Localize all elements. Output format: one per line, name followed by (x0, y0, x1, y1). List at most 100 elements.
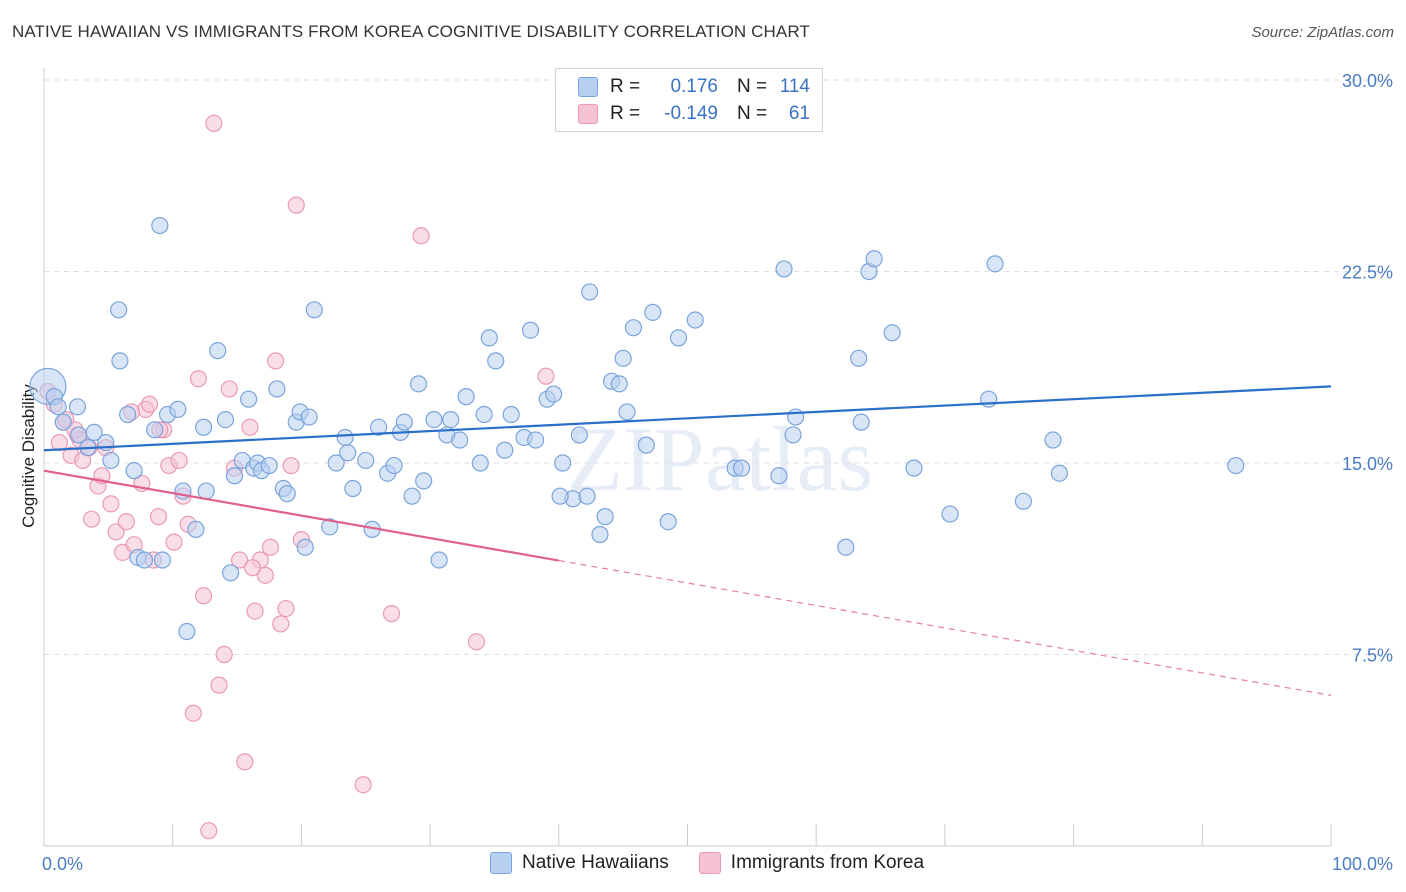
data-point-native-hawaiian (570, 426, 588, 444)
data-point-native-hawaiian (614, 349, 632, 367)
data-point-native-hawaiian (1227, 456, 1245, 475)
data-point-native-hawaiian (596, 508, 614, 526)
data-point-native-hawaiian (837, 538, 855, 556)
data-point-native-hawaiian (260, 456, 278, 475)
legend-row-immigrants-from-korea: R = -0.149 N = 61 (578, 101, 810, 127)
data-point-native-hawaiian (240, 390, 258, 408)
data-point-native-hawaiian (471, 454, 489, 472)
chart-title: NATIVE HAWAIIAN VS IMMIGRANTS FROM KOREA… (12, 22, 810, 41)
data-point-korea (189, 370, 208, 388)
series-immigrants-from-korea (39, 114, 555, 840)
r-label: R = (610, 103, 641, 124)
data-point-native-hawaiian (618, 403, 636, 421)
y-tick-label: 15.0% (1342, 454, 1393, 474)
y-axis-title: Cognitive Disability (19, 384, 38, 528)
r-value: -0.149 (664, 103, 718, 124)
data-point-native-hawaiian (187, 520, 205, 538)
data-point-native-hawaiian (370, 418, 388, 436)
data-point-native-hawaiian (169, 400, 187, 418)
data-point-native-hawaiian (442, 410, 460, 429)
data-point-korea (205, 114, 223, 133)
data-point-native-hawaiian (775, 260, 793, 278)
trendline-korea-solid (43, 469, 559, 562)
trendline-native-hawaiians (43, 385, 1332, 452)
data-point-korea (165, 533, 183, 551)
axes (43, 68, 1332, 847)
data-point-korea (467, 633, 486, 651)
data-point-korea (50, 433, 69, 452)
data-point-native-hawaiian (637, 436, 655, 454)
data-point-native-hawaiian (153, 551, 172, 569)
data-point-native-hawaiian (980, 390, 998, 408)
data-point-korea (215, 645, 233, 664)
n-value: 114 (779, 76, 810, 97)
data-point-native-hawaiian (644, 303, 662, 321)
n-value: 61 (788, 103, 810, 124)
pink-swatch-icon (578, 104, 598, 124)
data-point-korea (267, 352, 285, 370)
legend-label: Native Hawaiians (522, 852, 669, 873)
data-point-native-hawaiian (905, 459, 923, 477)
n-label: N = (736, 103, 768, 124)
data-point-native-hawaiian (659, 513, 677, 531)
trend-lines (43, 385, 1332, 696)
data-point-native-hawaiian (225, 467, 244, 485)
data-point-native-hawaiian (151, 216, 169, 235)
data-point-korea (194, 587, 213, 605)
data-point-native-hawaiian (521, 321, 540, 339)
data-point-korea (170, 451, 188, 470)
data-point-native-hawaiian (135, 551, 153, 569)
data-point-korea (354, 776, 372, 794)
data-point-native-hawaiian (197, 482, 215, 500)
data-point-korea (220, 380, 238, 398)
data-point-native-hawaiian (784, 426, 802, 444)
data-point-korea (210, 676, 228, 694)
data-point-native-hawaiian (527, 431, 545, 449)
legend-label: Immigrants from Korea (730, 852, 925, 873)
trendline-korea-dashed (558, 559, 1332, 696)
data-point-native-hawaiian (610, 375, 628, 393)
data-point-native-hawaiian (787, 408, 805, 426)
series-legend: Native Hawaiians Immigrants from Korea (490, 852, 954, 874)
data-point-native-hawaiian (415, 472, 433, 490)
data-point-native-hawaiian (194, 418, 213, 436)
blue-swatch-icon (578, 77, 598, 97)
data-point-native-hawaiian (732, 459, 751, 477)
source-label: Source: ZipAtlas.com (1251, 24, 1394, 41)
data-point-native-hawaiian (1050, 464, 1069, 482)
data-point-korea (117, 513, 135, 531)
data-point-native-hawaiian (268, 380, 286, 398)
data-point-native-hawaiian (357, 451, 375, 470)
data-point-native-hawaiian (451, 431, 469, 449)
data-point-korea (83, 510, 101, 528)
data-point-korea (277, 599, 295, 618)
y-tick-label: 7.5% (1352, 646, 1393, 666)
n-label: N = (736, 76, 768, 97)
data-point-native-hawaiian (624, 319, 643, 337)
data-point-native-hawaiian (496, 441, 514, 459)
data-point-native-hawaiian (852, 413, 870, 431)
data-point-native-hawaiian (54, 413, 72, 431)
data-point-native-hawaiian (336, 428, 354, 447)
y-tick-label: 30.0% (1342, 71, 1393, 91)
data-point-native-hawaiian (146, 421, 164, 439)
data-point-korea (256, 566, 274, 584)
data-point-native-hawaiian (545, 385, 563, 403)
data-point-native-hawaiian (480, 329, 498, 347)
data-point-native-hawaiian (475, 405, 493, 424)
data-point-native-hawaiian (111, 352, 129, 370)
data-point-native-hawaiian (305, 301, 323, 319)
data-point-korea (272, 615, 290, 633)
data-point-native-hawaiian (551, 487, 569, 505)
data-point-native-hawaiian (865, 250, 883, 268)
data-point-native-hawaiian (554, 454, 572, 472)
y-tick-labels: 7.5% 15.0% 22.5% 30.0% (1342, 71, 1393, 666)
data-point-korea (107, 523, 125, 541)
legend-item-native-hawaiians: Native Hawaiians (490, 852, 669, 874)
data-point-native-hawaiian (321, 518, 339, 536)
data-point-native-hawaiian (425, 410, 443, 429)
data-point-native-hawaiian (296, 538, 314, 556)
data-point-korea (236, 753, 254, 771)
data-point-native-hawaiian (102, 451, 120, 470)
data-point-native-hawaiian (278, 485, 296, 503)
